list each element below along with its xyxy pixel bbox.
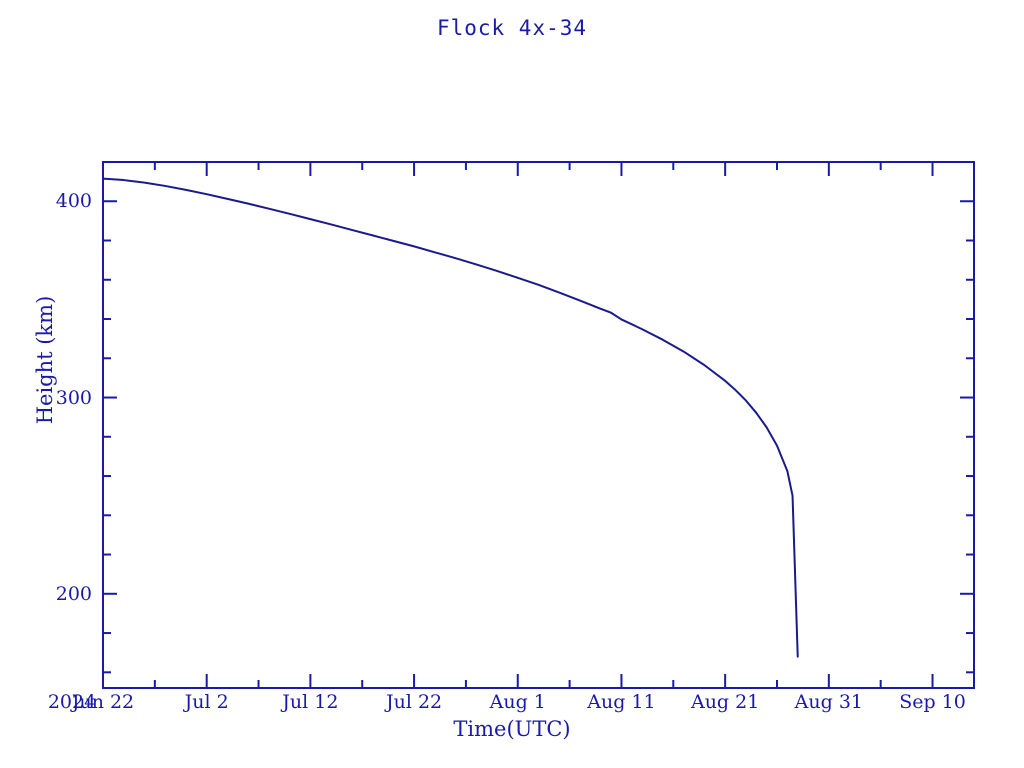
x-axis-tick-label: Aug 11 (587, 691, 656, 713)
x-axis-tick-label: Jul 12 (282, 691, 339, 713)
x-axis-tick-label: Jul 2 (184, 691, 229, 713)
x-axis-year-label: 2024 (47, 691, 97, 713)
plot-frame (102, 161, 975, 689)
x-axis-tick-label: Aug 31 (794, 691, 863, 713)
data-series-line (102, 177, 799, 658)
chart-title: Flock 4x-34 (436, 16, 588, 40)
y-axis-tick-label: 300 (55, 386, 92, 409)
x-axis-title: Time(UTC) (453, 717, 571, 741)
x-axis-tick-label: Aug 21 (690, 691, 760, 713)
y-axis-ticks (103, 161, 974, 674)
y-axis-tick-label: 200 (55, 582, 92, 605)
x-axis-tick-label: Jul 22 (385, 691, 443, 713)
y-axis-tick-label: 400 (55, 190, 92, 213)
x-axis-ticks (102, 162, 934, 688)
y-axis-title: Height (km) (33, 295, 57, 425)
x-axis-tick-label: Aug 1 (489, 691, 546, 713)
x-axis-tick-label: Jun 22 (71, 691, 135, 713)
x-axis-tick-label: Sep 10 (899, 691, 966, 713)
